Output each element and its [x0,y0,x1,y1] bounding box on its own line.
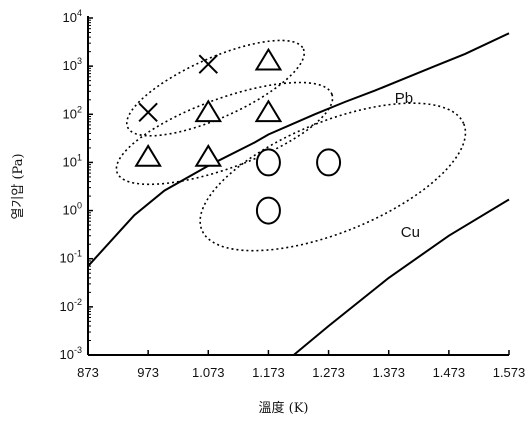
triangle-marker [134,144,162,167]
curve-pb [87,32,510,267]
x-tick-label: 873 [77,365,99,380]
x-tick-label: 1.073 [192,365,225,380]
y-tick-base: 10 [63,203,77,218]
x-tick-label: 973 [137,365,159,380]
x-tick-label: 1.573 [493,365,526,380]
triangle-marker [254,47,283,71]
circle-marker [316,148,342,177]
triangle-marker [194,99,223,123]
curve-cu [293,198,510,356]
circle-marker [255,148,281,177]
y-tick-exponent: -1 [74,249,82,259]
y-tick-exponent: 3 [77,56,82,66]
y-tick-label: 102 [63,104,82,121]
y-tick-label: 104 [63,8,82,25]
curves [87,32,510,356]
y-axis-title: 열기압 (Pa) [11,153,26,219]
y-tick-base: 10 [60,299,74,314]
y-tick-exponent: 1 [77,152,82,162]
y-tick-base: 10 [63,58,77,73]
x-axis-title: 溫度 (K) [259,400,309,416]
x-tick-label: 1.173 [252,365,285,380]
x-marker [138,102,158,123]
series-label-cu: Cu [401,224,420,241]
y-tick-exponent: 2 [77,104,82,114]
x-tick-label: 1.373 [372,365,405,380]
dotted-region-2 [115,81,334,186]
triangle-marker [254,99,283,123]
x-marker [198,54,218,74]
axes: 873 973 1.073 1.173 1.273 1.373 1.473 1.5731041… [60,8,526,380]
y-tick-label: 100 [63,201,82,218]
x-tick-label: 1.473 [433,365,466,380]
y-tick-base: 10 [63,106,77,121]
dotted-region-3 [199,102,467,252]
y-tick-label: 10-2 [60,297,82,314]
y-tick-label: 10-3 [60,345,82,362]
y-tick-exponent: -2 [74,297,82,307]
y-tick-exponent: 4 [77,8,82,18]
y-tick-exponent: -3 [74,345,82,355]
y-tick-base: 10 [63,154,77,169]
y-tick-label: 103 [63,56,82,73]
y-tick-label: 10-1 [60,249,82,266]
triangle-marker [194,144,223,167]
y-tick-exponent: 0 [77,201,82,211]
y-tick-base: 10 [60,347,74,362]
series-label-pb: Pb [395,90,413,107]
y-tick-label: 101 [63,152,82,169]
x-tick-label: 1.273 [312,365,345,380]
labels: Pb Cu 溫度 (K) 열기압 (Pa) [11,90,420,416]
markers [134,47,342,225]
y-tick-base: 10 [60,251,74,266]
y-tick-base: 10 [63,10,77,25]
circle-marker [255,196,281,225]
